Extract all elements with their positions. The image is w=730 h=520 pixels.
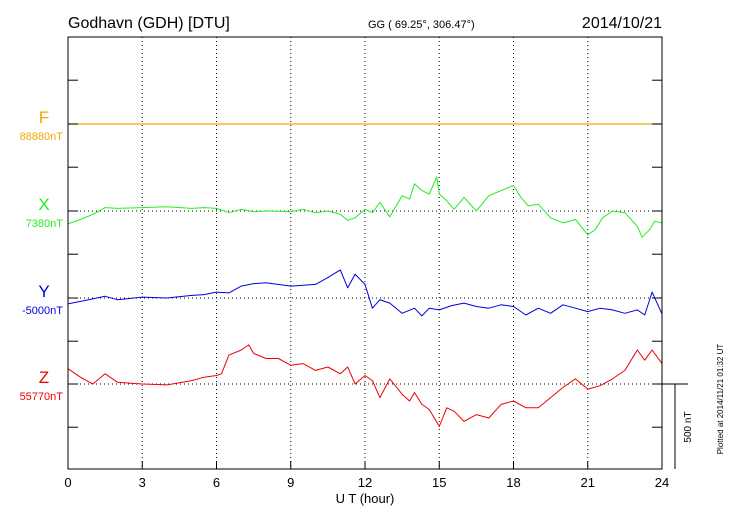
- x-tick-label: 12: [358, 475, 372, 490]
- x-tick-label: 24: [655, 475, 669, 490]
- series-baseline-f: 88880nT: [20, 131, 64, 143]
- x-tick-label: 15: [432, 475, 446, 490]
- x-tick-label: 9: [287, 475, 294, 490]
- station-coords: GG ( 69.25°, 306.47°): [368, 19, 475, 31]
- series-baseline-z: 55770nT: [20, 391, 64, 403]
- series-labels: F 88880nT X 7380nT Y -5000nT Z 55770nT: [20, 108, 64, 403]
- x-tick-label: 6: [213, 475, 220, 490]
- scale-bar-label: 500 nT: [683, 411, 694, 442]
- grid-lines: [141, 37, 589, 469]
- series-layer: [67, 123, 663, 427]
- series-baseline-y: -5000nT: [22, 305, 63, 317]
- series-line-z: [67, 344, 663, 427]
- series-name-z: Z: [39, 368, 49, 387]
- x-tick-label: 3: [139, 475, 146, 490]
- frame-ticks: [68, 79, 662, 428]
- chart-date: 2014/10/21: [582, 15, 662, 32]
- x-axis-label: U T (hour): [336, 491, 395, 506]
- series-name-f: F: [39, 108, 49, 127]
- series-line-x: [67, 176, 663, 238]
- series-baseline-x: 7380nT: [26, 218, 64, 230]
- series-name-x: X: [38, 195, 49, 214]
- series-line-y: [67, 269, 663, 317]
- plotted-timestamp: Plotted at 2014/11/21 01:32 UT: [716, 344, 725, 455]
- x-tick-label: 0: [64, 475, 71, 490]
- x-axis-ticks: 0 3 6 9 12 15 18 21 24: [64, 461, 669, 490]
- x-tick-label: 18: [506, 475, 520, 490]
- series-name-y: Y: [38, 282, 49, 301]
- x-tick-label: 21: [581, 475, 595, 490]
- scale-bar: 500 nT: [662, 383, 694, 469]
- station-title: Godhavn (GDH) [DTU]: [68, 15, 230, 32]
